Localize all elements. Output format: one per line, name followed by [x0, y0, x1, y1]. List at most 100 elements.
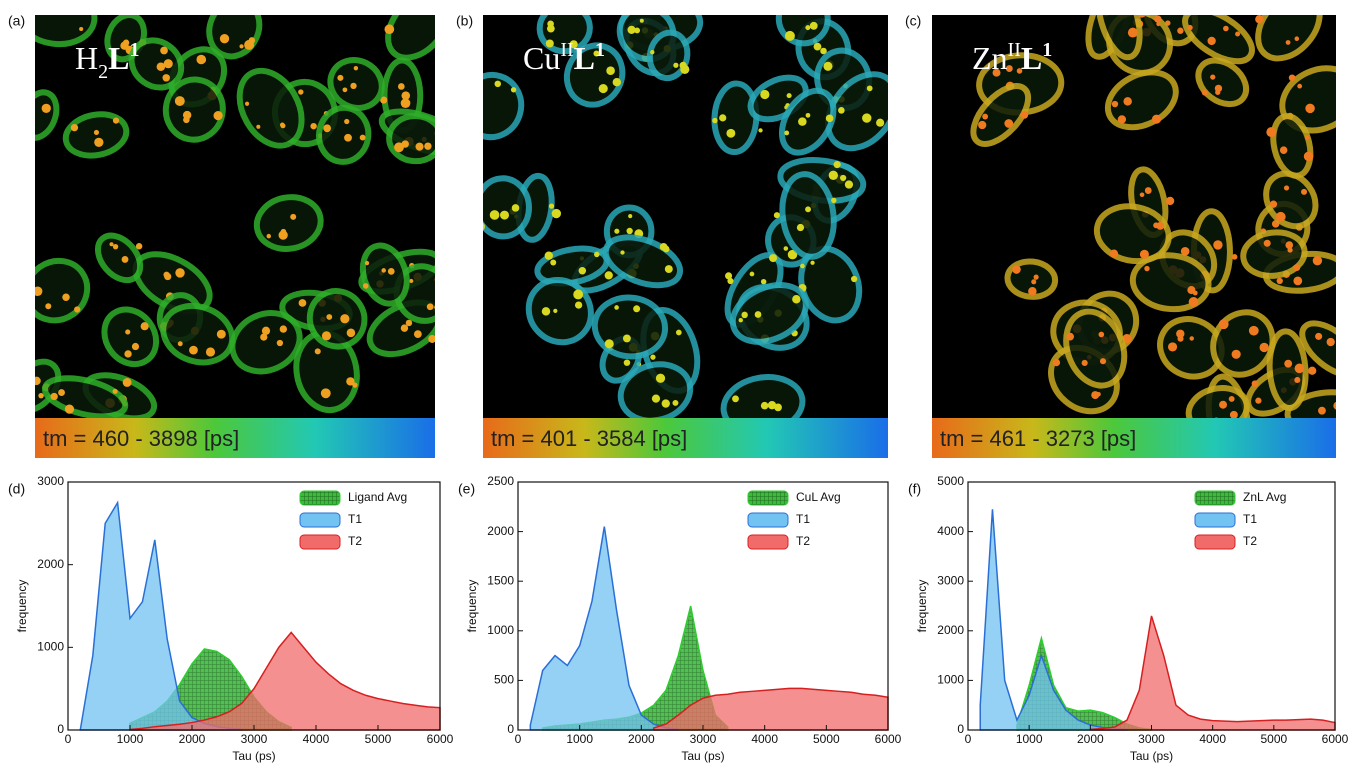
vesicle [1213, 240, 1223, 250]
vesicle [749, 271, 755, 277]
vesicle [1231, 254, 1238, 260]
vesicle [792, 295, 801, 304]
vesicle [1214, 417, 1219, 418]
vesicle [823, 61, 833, 71]
vesicle [1144, 265, 1150, 272]
vesicle [1020, 111, 1029, 119]
legend-label: T2 [1243, 534, 1257, 548]
vesicle [174, 96, 185, 106]
vesicle [112, 388, 118, 394]
cell [1255, 15, 1323, 62]
vesicle [719, 114, 727, 122]
vesicle [1333, 401, 1336, 410]
legend-swatch [1194, 512, 1236, 528]
vesicle [1248, 325, 1259, 336]
vesicle [798, 117, 807, 126]
x-tick-label: 6000 [427, 732, 454, 746]
vesicle [256, 124, 261, 129]
vesicle [741, 311, 748, 319]
vesicle [1141, 1, 1150, 10]
vesicle [809, 21, 818, 30]
vesicle [140, 322, 149, 331]
vesicle [805, 206, 812, 213]
vesicle [64, 404, 75, 414]
x-tick-label: 4000 [303, 732, 330, 746]
vesicle [26, 118, 33, 125]
y-tick-label: 2000 [937, 623, 964, 637]
vesicle [384, 24, 395, 35]
vesicle [500, 210, 510, 220]
vesicle [680, 64, 690, 75]
vesicle [1219, 400, 1228, 409]
image-title: H2L1 [75, 39, 139, 83]
vesicle [838, 107, 845, 114]
vesicle [1293, 264, 1301, 272]
area [979, 509, 1128, 731]
vesicle [1303, 151, 1314, 162]
vesicle [424, 142, 432, 150]
y-tick-label: 1000 [487, 623, 514, 637]
vesicle [594, 251, 600, 258]
vesicle [1294, 363, 1305, 374]
vesicle [612, 77, 622, 87]
title-part: II [1008, 39, 1021, 61]
x-tick-label: 1000 [117, 732, 144, 746]
vesicle [1099, 358, 1107, 365]
vesicle [41, 103, 51, 113]
vesicle [813, 42, 822, 51]
cell [1266, 328, 1309, 412]
vesicle [156, 62, 166, 71]
vesicle [109, 242, 114, 247]
x-tick-label: 2000 [1077, 732, 1104, 746]
vesicle [606, 66, 615, 76]
vesicle [1081, 359, 1088, 367]
vesicle [112, 117, 120, 124]
vesicle [175, 268, 185, 278]
vesicle [1294, 36, 1300, 41]
vesicle [400, 324, 409, 332]
vesicle [650, 49, 655, 55]
vesicle [62, 293, 70, 301]
vesicle [1016, 68, 1023, 74]
cell [1063, 308, 1128, 389]
vesicle [381, 268, 386, 273]
vesicle [177, 341, 183, 347]
x-axis-label: Tau (ps) [232, 749, 275, 763]
title-part: L [574, 40, 595, 76]
vesicle [346, 328, 356, 338]
vesicle [216, 329, 226, 339]
vesicle [398, 8, 403, 13]
vesicle [219, 34, 230, 44]
y-axis-label: frequency [915, 580, 929, 633]
vesicle [1275, 211, 1286, 222]
vesicle [1259, 342, 1269, 353]
y-tick-label: 0 [957, 722, 964, 736]
cell [1270, 113, 1314, 179]
cell [563, 42, 626, 108]
x-tick-label: 5000 [365, 732, 392, 746]
vesicle [851, 275, 858, 283]
vesicle [70, 123, 79, 132]
title-part: 2 [98, 61, 108, 83]
vesicle [121, 255, 129, 263]
legend-label: ZnL Avg [1243, 490, 1286, 504]
legend-label: CuL Avg [796, 490, 841, 504]
vesicle [1165, 196, 1175, 206]
vesicle [553, 308, 558, 313]
vesicle [1304, 135, 1310, 140]
vesicle [786, 93, 792, 99]
vesicle [320, 388, 331, 399]
x-tick-label: 5000 [813, 732, 840, 746]
vesicle [1127, 27, 1138, 38]
panel-label: (e) [458, 481, 475, 497]
micrograph [483, 15, 888, 418]
vesicle [38, 392, 44, 399]
vesicle [213, 111, 223, 121]
vesicle [623, 359, 631, 366]
vesicle [1028, 286, 1037, 296]
vesicle [426, 303, 434, 311]
y-tick-label: 4000 [937, 524, 964, 538]
y-tick-label: 2000 [37, 557, 64, 571]
vesicle [1329, 341, 1335, 346]
micrograph [26, 8, 435, 418]
